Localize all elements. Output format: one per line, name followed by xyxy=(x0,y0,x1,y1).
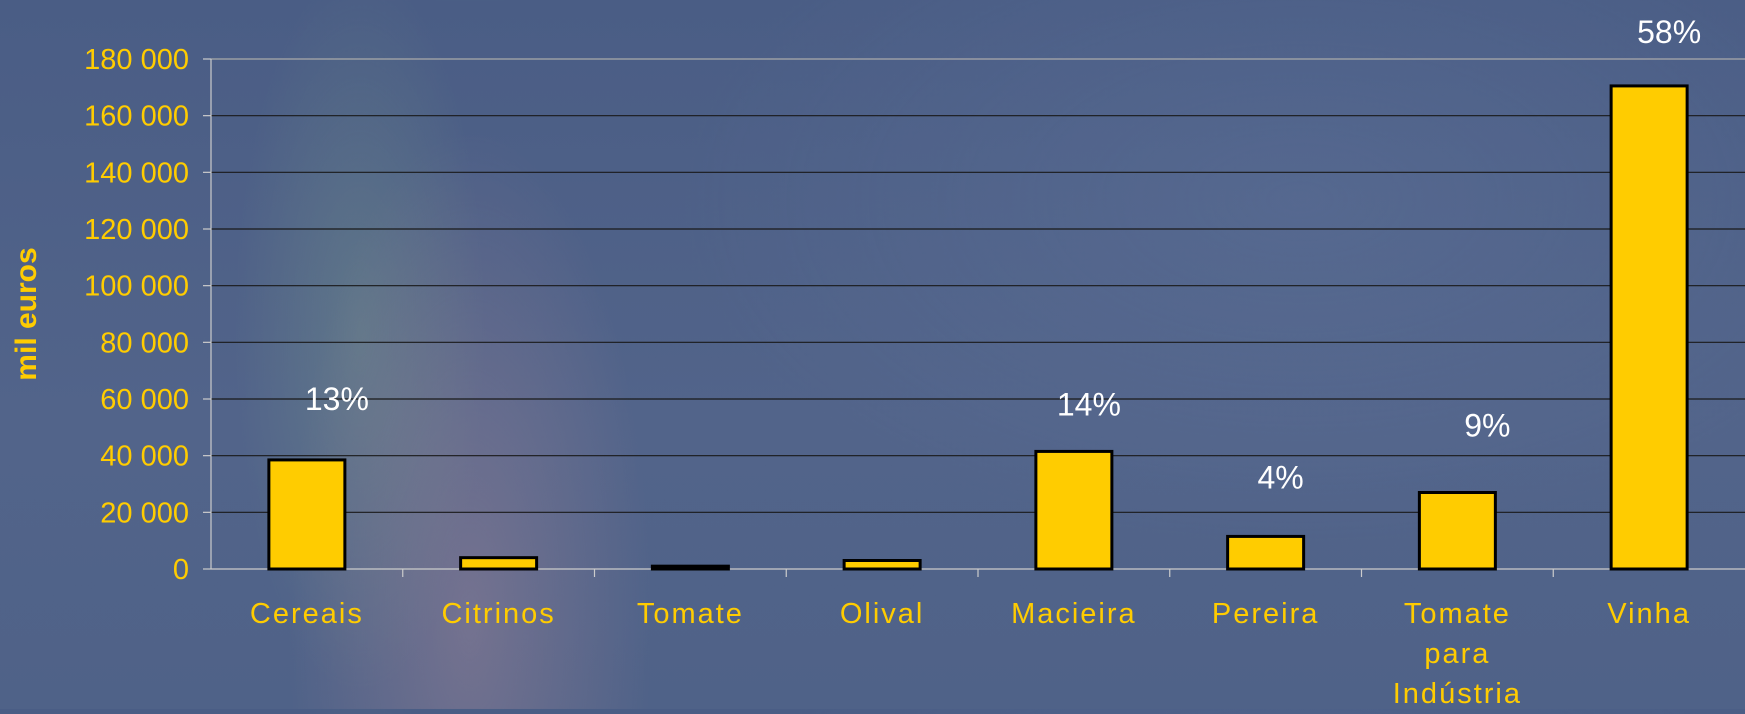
x-tick-label: Cereais xyxy=(250,598,364,630)
bars xyxy=(267,84,1689,571)
gridlines xyxy=(211,58,1745,513)
y-tick-label: 0 xyxy=(173,554,189,586)
x-tick-label-line: Olival xyxy=(840,598,925,630)
x-tick-label-line: Pereira xyxy=(1212,598,1320,630)
data-label: 9% xyxy=(1464,408,1510,444)
data-label: 4% xyxy=(1258,459,1304,495)
y-tick-label: 100 000 xyxy=(84,271,189,303)
x-tick-label-line: Tomate xyxy=(637,598,744,630)
x-tick-label: Vinha xyxy=(1607,598,1691,630)
y-tick-label: 60 000 xyxy=(100,384,189,416)
x-tick-label: Olival xyxy=(840,598,925,630)
y-axis-label: mil euros xyxy=(10,247,43,380)
x-tick-label-line: Indústria xyxy=(1393,678,1522,709)
data-label: 14% xyxy=(1057,386,1121,422)
y-tick-label: 140 000 xyxy=(84,157,189,189)
x-tick-label-line: Tomate xyxy=(1404,598,1511,630)
x-tick-label: Pereira xyxy=(1212,598,1320,630)
bar xyxy=(1609,84,1689,571)
x-tick-label-line: Vinha xyxy=(1607,598,1691,630)
x-tick-label: Macieira xyxy=(1011,598,1137,630)
labels: Cereais 13% Citrinos Tomate Olival Macieira 14… xyxy=(250,14,1701,710)
data-label: 58% xyxy=(1637,14,1701,50)
bar xyxy=(1226,534,1306,571)
x-tick-label: Citrinos xyxy=(441,598,555,630)
bar xyxy=(1417,491,1497,571)
axes: 0 20 000 40 000 60 000 80 000 100 000 120 000 1… xyxy=(84,44,1745,586)
x-tick-label-line: Macieira xyxy=(1011,598,1137,630)
y-tick-label: 180 000 xyxy=(84,44,189,76)
x-tick-label: Tomate xyxy=(637,598,744,630)
bar xyxy=(267,458,347,571)
x-tick-label-line: Citrinos xyxy=(441,598,555,630)
y-tick-label: 80 000 xyxy=(100,327,189,359)
x-tick-label-line: Cereais xyxy=(250,598,364,630)
bar xyxy=(842,559,922,571)
x-tick-label: Tomate para Indústria xyxy=(1393,598,1522,709)
bar xyxy=(650,564,730,571)
bar xyxy=(1034,449,1114,571)
y-tick-label: 20 000 xyxy=(100,497,189,529)
y-tick-label: 120 000 xyxy=(84,214,189,246)
y-tick-label: 40 000 xyxy=(100,441,189,473)
y-tick-label: 160 000 xyxy=(84,101,189,133)
data-label: 13% xyxy=(305,381,369,417)
bar xyxy=(459,556,539,571)
x-tick-label-line: para xyxy=(1424,638,1490,670)
